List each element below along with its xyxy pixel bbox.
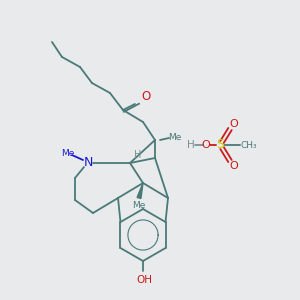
Text: O: O xyxy=(141,91,151,103)
Text: O: O xyxy=(202,140,210,150)
Text: CH₃: CH₃ xyxy=(241,140,257,149)
Polygon shape xyxy=(137,183,143,199)
Text: Me: Me xyxy=(61,148,75,158)
Text: OH: OH xyxy=(136,275,152,285)
Text: Me: Me xyxy=(132,202,146,211)
Text: H: H xyxy=(134,150,142,160)
Text: H: H xyxy=(187,140,195,150)
Text: O: O xyxy=(230,161,238,171)
Text: Me: Me xyxy=(168,133,182,142)
Text: S: S xyxy=(216,139,224,152)
Text: N: N xyxy=(83,157,93,169)
Text: O: O xyxy=(230,119,238,129)
